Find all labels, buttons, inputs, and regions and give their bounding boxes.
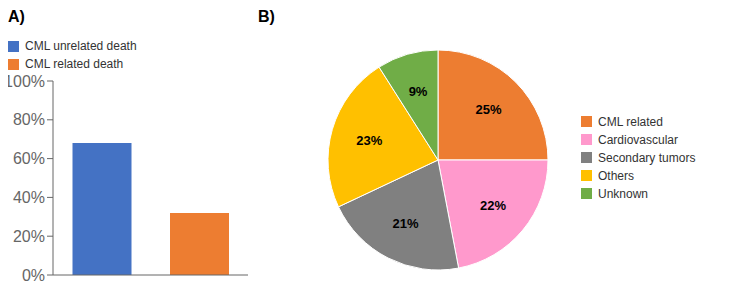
html-text:Secondary tumors: Secondary tumors [598, 150, 696, 165]
html-text:CML unrelated death: CML unrelated death [25, 39, 137, 53]
svg-text:23%: 23% [356, 133, 382, 148]
svg-text:0%: 0% [22, 267, 45, 284]
html-text:B): B) [258, 8, 275, 25]
html-text:Unknown: Unknown [598, 186, 648, 201]
svg-text:25%: 25% [476, 102, 502, 117]
svg-text:40%: 40% [13, 189, 45, 206]
svg-text:21%: 21% [393, 216, 419, 231]
html-text:Others: Others [598, 168, 634, 183]
svg-text:9%: 9% [409, 84, 428, 99]
html-text:A): A) [8, 8, 25, 25]
html-text:Cardiovascular: Cardiovascular [598, 132, 678, 147]
svg-text:80%: 80% [13, 111, 45, 128]
svg-text:100%: 100% [8, 73, 45, 90]
html-text:CML related death: CML related death [25, 57, 124, 71]
svg-text:22%: 22% [480, 198, 506, 213]
html-text:CML related: CML related [598, 114, 663, 129]
svg-text:20%: 20% [13, 228, 45, 245]
svg-text:60%: 60% [13, 150, 45, 167]
